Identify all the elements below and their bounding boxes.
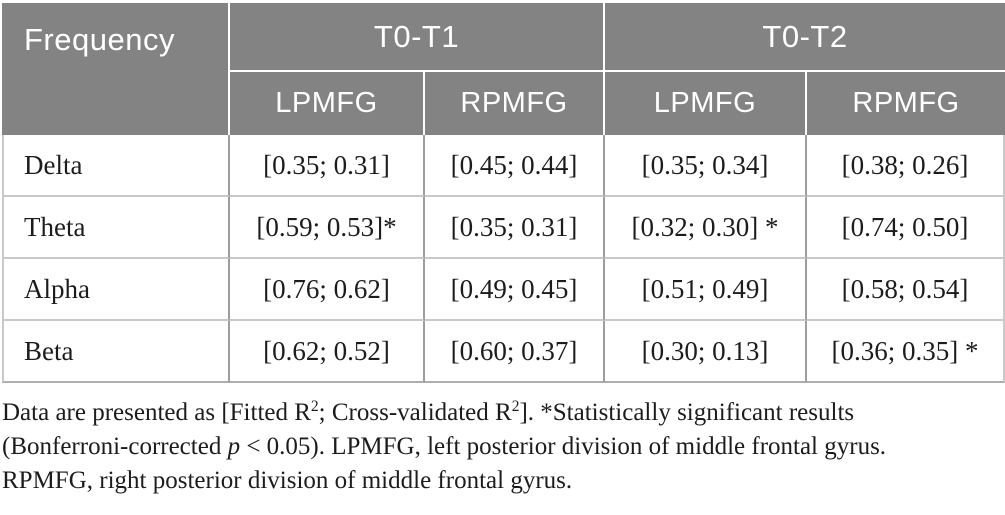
table-row-beta: Beta [0.62; 0.52] [0.60; 0.37] [0.30; 0.… bbox=[2, 321, 1005, 383]
column-header-t0t2-lpmfg: LPMFG bbox=[605, 72, 807, 135]
value-cell: [0.58; 0.54] bbox=[807, 259, 1005, 321]
results-table: Frequency T0-T1 T0-T2 LPMFG RPMFG LPMFG … bbox=[2, 3, 1005, 383]
column-header-t0t2-rpmfg: RPMFG bbox=[807, 72, 1005, 135]
value-cell: [0.35; 0.34] bbox=[605, 135, 807, 197]
value-cell: [0.30; 0.13] bbox=[605, 321, 807, 383]
footnote-text: < 0.05). LPMFG, left posterior division … bbox=[240, 433, 887, 460]
value-cell: [0.38; 0.26] bbox=[807, 135, 1005, 197]
row-label-delta: Delta bbox=[2, 135, 230, 197]
value-cell: [0.32; 0.30] * bbox=[605, 197, 807, 259]
footnote-text: RPMFG, right posterior division of middl… bbox=[2, 467, 573, 494]
row-label-alpha: Alpha bbox=[2, 259, 230, 321]
column-header-t0t1-rpmfg: RPMFG bbox=[425, 72, 605, 135]
footnote-text: Data are presented as [Fitted R bbox=[2, 399, 311, 426]
table-row-theta: Theta [0.59; 0.53]* [0.35; 0.31] [0.32; … bbox=[2, 197, 1005, 259]
footnote-text: 2 bbox=[310, 398, 319, 415]
column-header-frequency: Frequency bbox=[2, 3, 230, 135]
header-subcolumn-row: LPMFG RPMFG LPMFG RPMFG bbox=[2, 72, 1005, 135]
value-cell: [0.76; 0.62] bbox=[230, 259, 425, 321]
footnote-text: ; Cross-validated R bbox=[318, 399, 512, 426]
row-label-beta: Beta bbox=[2, 321, 230, 383]
table-body: Delta [0.35; 0.31] [0.45; 0.44] [0.35; 0… bbox=[2, 135, 1005, 383]
table-header: Frequency T0-T1 T0-T2 LPMFG RPMFG LPMFG … bbox=[2, 3, 1005, 135]
value-cell: [0.59; 0.53]* bbox=[230, 197, 425, 259]
footnote-text: p bbox=[227, 433, 241, 460]
footnote-text: 2 bbox=[511, 398, 520, 415]
table-row-alpha: Alpha [0.76; 0.62] [0.49; 0.45] [0.51; 0… bbox=[2, 259, 1005, 321]
footnote: Data are presented as [Fitted R2; Cross-… bbox=[2, 396, 1005, 498]
footnote-line: (Bonferroni-corrected p < 0.05). LPMFG, … bbox=[2, 430, 1005, 464]
column-header-t0t1-lpmfg: LPMFG bbox=[230, 72, 425, 135]
column-group-t0-t2: T0-T2 bbox=[605, 3, 1005, 72]
footnote-line: RPMFG, right posterior division of middl… bbox=[2, 464, 1005, 498]
value-cell: [0.62; 0.52] bbox=[230, 321, 425, 383]
value-cell: [0.36; 0.35] * bbox=[807, 321, 1005, 383]
table-row-delta: Delta [0.35; 0.31] [0.45; 0.44] [0.35; 0… bbox=[2, 135, 1005, 197]
value-cell: [0.74; 0.50] bbox=[807, 197, 1005, 259]
footnote-text: (Bonferroni-corrected bbox=[2, 433, 228, 460]
header-group-row: Frequency T0-T1 T0-T2 bbox=[2, 3, 1005, 135]
value-cell: [0.51; 0.49] bbox=[605, 259, 807, 321]
value-cell: [0.60; 0.37] bbox=[425, 321, 605, 383]
value-cell: [0.35; 0.31] bbox=[425, 197, 605, 259]
value-cell: [0.35; 0.31] bbox=[230, 135, 425, 197]
footnote-line: Data are presented as [Fitted R2; Cross-… bbox=[2, 396, 1005, 430]
row-label-theta: Theta bbox=[2, 197, 230, 259]
footnote-text: ]. *Statistically significant results bbox=[519, 399, 855, 426]
value-cell: [0.45; 0.44] bbox=[425, 135, 605, 197]
column-group-t0-t1: T0-T1 bbox=[230, 3, 605, 72]
value-cell: [0.49; 0.45] bbox=[425, 259, 605, 321]
